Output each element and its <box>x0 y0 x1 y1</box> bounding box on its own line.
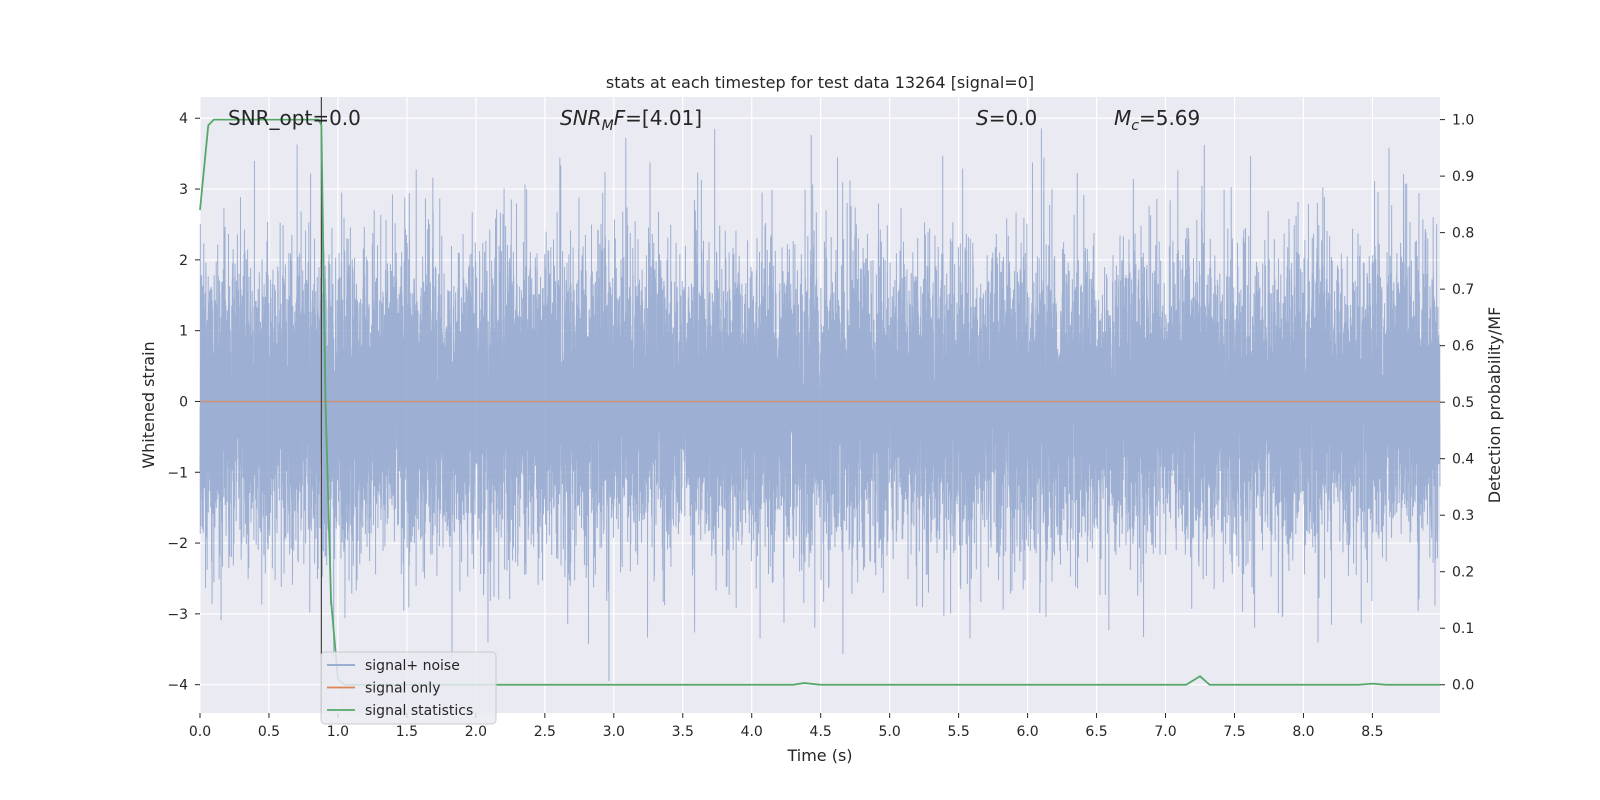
x-tick-label: 3.0 <box>603 724 625 740</box>
y-right-tick-label: 0.5 <box>1452 395 1474 411</box>
x-axis-label: Time (s) <box>786 746 852 765</box>
y-right-tick-label: 0.3 <box>1452 508 1474 524</box>
annotations: SNR_opt=0.0 SNRMF=[4.01] S=0.0 Mc=5.69 <box>228 106 1200 134</box>
y-left-tick-label: −4 <box>167 678 188 694</box>
y-right-tick-label: 0.6 <box>1452 339 1474 355</box>
legend-box <box>320 651 497 725</box>
x-tick-label: 2.0 <box>465 724 487 740</box>
annotation-snr-opt: SNR_opt=0.0 <box>228 106 361 130</box>
y-left-tick-label: 0 <box>179 394 188 410</box>
x-tick-label: 8.5 <box>1361 724 1383 740</box>
legend-label: signal statistics <box>365 703 473 719</box>
x-tick-label: 0.5 <box>258 724 280 740</box>
series-line-signal-noise <box>199 128 1441 682</box>
y-left-tick-label: −1 <box>167 465 188 481</box>
x-tick-label: 7.5 <box>1223 724 1245 740</box>
annotation-s: S=0.0 <box>976 106 1037 130</box>
x-tick-label: 6.5 <box>1085 724 1107 740</box>
chart-title: stats at each timestep for test data 132… <box>606 73 1034 92</box>
annotation-mc: Mc=5.69 <box>1114 106 1200 134</box>
legend-label: signal+ noise <box>365 658 460 674</box>
y-right-tick-label: 0.7 <box>1452 282 1474 298</box>
y-left-tick-label: −2 <box>167 536 188 552</box>
y-left-tick-label: 1 <box>179 324 188 340</box>
x-tick-label: 5.5 <box>947 724 969 740</box>
y-left-tick-label: 3 <box>179 182 188 198</box>
y-right-tick-label: 1.0 <box>1452 113 1474 129</box>
y-axis-right-ticks: 0.0 0.1 0.2 0.3 0.4 0.5 0.6 0.7 0.8 0.9 1.0 <box>1440 113 1474 694</box>
y-axis-left-ticks: −4 −3 −2 −1 0 1 2 3 4 <box>167 111 200 694</box>
x-tick-label: 1.5 <box>396 724 418 740</box>
x-tick-label: 4.0 <box>741 724 763 740</box>
x-tick-label: 7.0 <box>1154 724 1176 740</box>
x-tick-label: 3.5 <box>672 724 694 740</box>
x-tick-label: 2.5 <box>534 724 556 740</box>
y-axis-left-label: Whitened strain <box>139 341 158 468</box>
y-left-tick-label: −3 <box>167 607 188 623</box>
y-right-tick-label: 0.2 <box>1452 565 1474 581</box>
x-tick-label: 8.0 <box>1292 724 1314 740</box>
y-left-tick-label: 2 <box>179 253 188 269</box>
annotation-snr-mf: SNRMF=[4.01] <box>560 106 702 134</box>
y-left-tick-label: 4 <box>179 111 188 127</box>
signal-statistics-series <box>199 118 1440 686</box>
y-right-tick-label: 0.9 <box>1452 169 1474 185</box>
x-tick-label: 1.0 <box>327 724 349 740</box>
y-axis-right-label: Detection probability/MF <box>1485 307 1504 504</box>
y-right-tick-label: 0.0 <box>1452 678 1474 694</box>
series-line-signal-statistics <box>199 118 1440 686</box>
y-right-tick-label: 0.8 <box>1452 226 1474 242</box>
y-right-tick-label: 0.4 <box>1452 452 1474 468</box>
x-axis-ticks: 0.0 0.5 1.0 1.5 2.0 2.5 3.0 3.5 4.0 4.5 5.0 5.5 6.0 6… <box>189 713 1384 740</box>
x-tick-label: 6.0 <box>1016 724 1038 740</box>
x-tick-label: 4.5 <box>810 724 832 740</box>
y-right-tick-label: 0.1 <box>1452 621 1474 637</box>
legend: signal+ noise signal only signal statistic… <box>320 651 497 725</box>
x-tick-label: 5.0 <box>879 724 901 740</box>
signal-noise-series <box>199 128 1441 682</box>
x-tick-label: 0.0 <box>189 724 211 740</box>
legend-label: signal only <box>365 681 440 697</box>
